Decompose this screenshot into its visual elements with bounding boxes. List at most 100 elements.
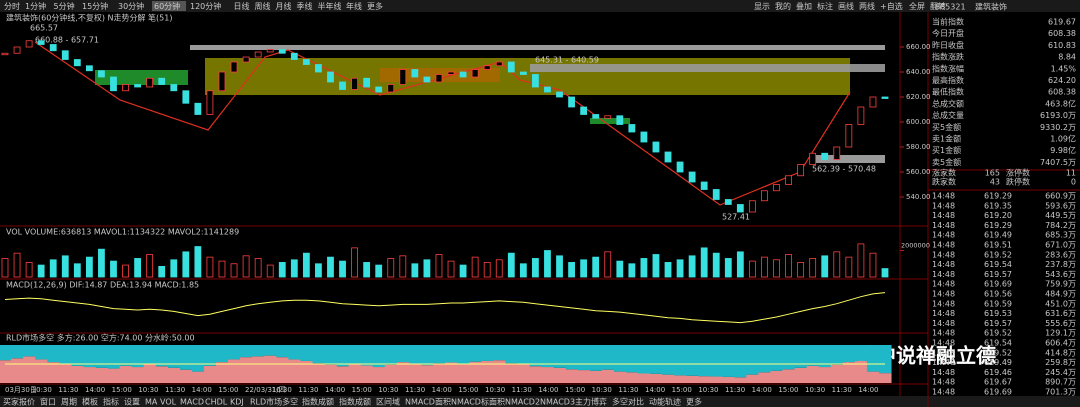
volume-bar xyxy=(833,251,841,278)
bottom-tab[interactable]: 周期 xyxy=(61,398,77,407)
tool[interactable]: 两线 xyxy=(859,1,875,11)
candle xyxy=(736,204,744,213)
trade-time: 14:48 xyxy=(932,192,955,201)
tool[interactable]: 全屏 xyxy=(909,1,925,11)
candle xyxy=(218,71,226,92)
rld-bear xyxy=(167,345,181,368)
trade-price: 619.29 xyxy=(984,221,1012,230)
tool[interactable]: 我的 xyxy=(775,1,791,11)
rld-bear xyxy=(336,345,350,367)
trade-time: 14:48 xyxy=(932,270,955,279)
bottom-tab[interactable]: 动能轨迹 xyxy=(649,397,681,407)
tab[interactable]: 1分钟 xyxy=(25,1,46,11)
bottom-bar xyxy=(0,396,1080,407)
bottom-tab[interactable]: 指数成额 xyxy=(302,397,334,407)
breadth-label: 涨停数 xyxy=(1006,168,1030,178)
y-tick-label: 620.00 xyxy=(906,93,931,101)
bottom-tab[interactable]: 更多 xyxy=(686,397,702,407)
bottom-tab[interactable]: NMACD3 xyxy=(540,398,575,407)
bottom-tab[interactable]: 买家报价 xyxy=(3,397,35,407)
tool[interactable]: 画线 xyxy=(838,1,854,11)
tab[interactable]: 15分钟 xyxy=(82,1,108,11)
volume-bar xyxy=(556,255,563,278)
candle xyxy=(676,161,684,173)
tool[interactable]: +自选 xyxy=(880,1,903,11)
volume-bar xyxy=(869,252,877,278)
rld-bear xyxy=(276,345,289,358)
quote-name: 建筑装饰 xyxy=(975,2,1007,12)
quote-label: 卖5金额 xyxy=(932,157,961,167)
volume-bar xyxy=(339,260,346,278)
rld-bear xyxy=(613,345,627,372)
trade-price: 619.52 xyxy=(984,250,1012,259)
bottom-tab[interactable]: NMACD标面积 xyxy=(451,397,505,407)
rld-bull xyxy=(722,376,735,383)
y-tick-label: 560.00 xyxy=(906,168,931,176)
rld-bull xyxy=(312,363,325,383)
tab[interactable]: 季线 xyxy=(297,1,313,11)
tab[interactable]: 日线 xyxy=(234,1,250,11)
bottom-tab[interactable]: 指标 xyxy=(103,397,119,407)
tab[interactable]: 30分钟 xyxy=(118,1,144,11)
tab[interactable]: 5分钟 xyxy=(54,1,75,11)
rld-bear xyxy=(577,345,591,371)
tab[interactable]: 120分钟 xyxy=(190,1,221,11)
tool[interactable]: 叠加 xyxy=(796,1,812,11)
trade-price: 619.20 xyxy=(984,211,1012,220)
candle xyxy=(266,49,274,53)
bottom-tab[interactable]: 窗口 xyxy=(40,397,56,407)
tool[interactable]: 翻转 xyxy=(930,1,946,11)
tab[interactable]: 更多 xyxy=(367,1,383,11)
bottom-tab[interactable]: RLD市场多空 xyxy=(250,397,298,407)
quote-value: 8.84 xyxy=(1058,53,1076,62)
bottom-tab[interactable]: NMACD2 xyxy=(505,398,540,407)
candle xyxy=(351,77,358,90)
rld-bear xyxy=(469,345,482,362)
quote-label: 总成交量 xyxy=(932,110,964,120)
bottom-tab[interactable]: MACD xyxy=(180,398,204,407)
volume-bar xyxy=(315,263,322,278)
annotation: 562.39 - 570.48 xyxy=(812,165,876,174)
volume-bar xyxy=(519,263,527,278)
bottom-tab[interactable]: 多空对比 xyxy=(612,397,644,407)
trade-volume: 631.6万 xyxy=(1045,309,1076,318)
volume-bar xyxy=(13,252,21,278)
trade-price: 619.35 xyxy=(984,201,1012,210)
tab[interactable]: 年线 xyxy=(346,1,362,11)
bottom-tab[interactable]: MA xyxy=(145,398,158,407)
volume-bar xyxy=(592,256,600,278)
bottom-tab[interactable]: 区间域 xyxy=(376,397,400,407)
bottom-tab[interactable]: CHDL xyxy=(205,398,228,407)
tab[interactable]: 周线 xyxy=(255,1,271,11)
rld-bull xyxy=(806,365,820,383)
tool[interactable]: 标注 xyxy=(817,1,833,11)
trade-volume: 484.9万 xyxy=(1045,290,1076,299)
x-tick-label: 14:00 xyxy=(645,386,665,394)
bottom-tab[interactable]: 模板 xyxy=(82,397,98,407)
bottom-tab[interactable]: NMACD面积 xyxy=(405,397,451,407)
candle xyxy=(1,52,9,56)
bottom-tab[interactable]: 指数成额 xyxy=(339,397,371,407)
bottom-tab[interactable]: VOL xyxy=(160,398,177,407)
rld-bear xyxy=(698,345,711,377)
tab[interactable]: 月线 xyxy=(276,1,292,11)
annotation: 660.88 - 657.71 xyxy=(35,36,99,45)
tool[interactable]: 显示 xyxy=(754,2,770,11)
trade-time: 14:48 xyxy=(932,368,955,377)
bottom-tab[interactable]: 主力博弈 xyxy=(575,397,607,407)
rld-bull xyxy=(143,364,157,383)
x-tick-label: 15:00 xyxy=(672,386,692,394)
x-tick-label: 14:00 xyxy=(538,386,558,394)
bottom-tab[interactable]: KDJ xyxy=(230,398,244,407)
tab[interactable]: 分时 xyxy=(4,1,20,11)
bottom-tab[interactable]: 设置 xyxy=(124,397,140,407)
candle xyxy=(387,84,395,93)
breadth-label: 跌停数 xyxy=(1006,177,1030,187)
rld-bear xyxy=(770,345,784,371)
quote-value: 624.20 xyxy=(1048,76,1076,85)
rld-bear xyxy=(746,345,759,375)
volume-bar xyxy=(61,255,69,278)
tab[interactable]: 60分钟 xyxy=(154,1,180,11)
tab[interactable]: 半年线 xyxy=(318,1,342,11)
rld-bear xyxy=(649,345,663,374)
